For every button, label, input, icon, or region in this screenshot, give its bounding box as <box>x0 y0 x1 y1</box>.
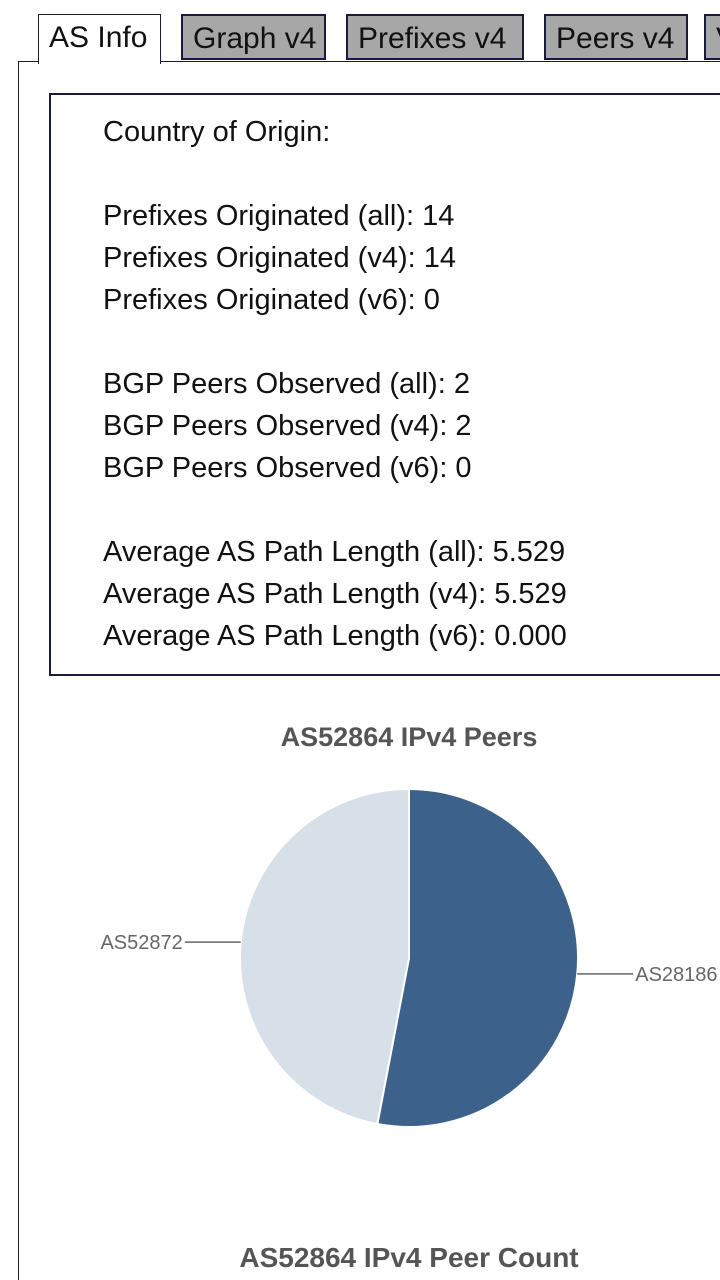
pie-label-as52872: AS52872 <box>100 932 182 954</box>
as-info-box: Country of Origin: Prefixes Originated (… <box>49 93 720 676</box>
bgp-peers-all: BGP Peers Observed (all): 2 <box>103 368 470 400</box>
country-of-origin: Country of Origin: <box>103 116 331 148</box>
avg-path-length-all: Average AS Path Length (all): 5.529 <box>103 536 566 568</box>
pie-chart-title: AS52864 IPv4 Peers <box>280 722 538 752</box>
tab-panel-border-left <box>18 61 19 1280</box>
prefixes-originated-all: Prefixes Originated (all): 14 <box>103 200 455 232</box>
bgp-peers-v6: BGP Peers Observed (v6): 0 <box>103 452 472 484</box>
pie-slice-as28186[interactable] <box>376 787 579 1128</box>
prefixes-originated-v4: Prefixes Originated (v4): 14 <box>103 242 456 274</box>
tab-v-partial[interactable]: V <box>704 14 720 60</box>
prefixes-originated-v6: Prefixes Originated (v6): 0 <box>103 284 440 316</box>
tab-panel-border-top <box>18 61 720 62</box>
tab-graph-v4[interactable]: Graph v4 <box>181 14 326 60</box>
tab-prefixes-v4[interactable]: Prefixes v4 <box>346 14 524 60</box>
avg-path-length-v6: Average AS Path Length (v6): 0.000 <box>103 620 567 652</box>
pie-label-as28186: AS28186 <box>635 964 717 986</box>
peer-count-chart-title: AS52864 IPv4 Peer Count <box>239 1242 579 1273</box>
bgp-peers-v4: BGP Peers Observed (v4): 2 <box>103 410 472 442</box>
tab-as-info[interactable]: AS Info <box>38 14 161 64</box>
pie-slice-as52872[interactable] <box>238 787 410 1126</box>
tab-peers-v4[interactable]: Peers v4 <box>544 14 688 60</box>
avg-path-length-v4: Average AS Path Length (v4): 5.529 <box>103 578 567 610</box>
